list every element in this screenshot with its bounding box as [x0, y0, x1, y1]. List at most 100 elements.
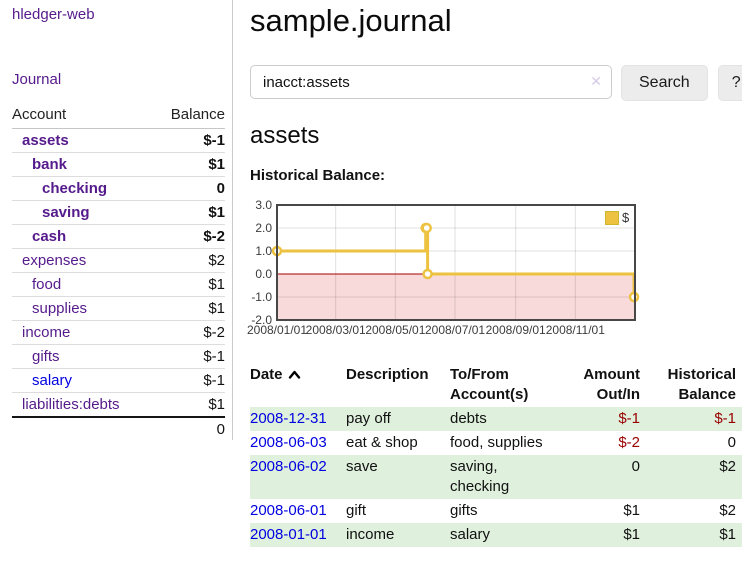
svg-text:3.0: 3.0: [255, 198, 272, 212]
register-header-date[interactable]: Date: [250, 363, 346, 407]
account-link[interactable]: income: [22, 324, 71, 341]
account-row: cash $-2: [12, 224, 225, 249]
account-name-cell: gifts: [12, 344, 154, 369]
account-balance: $-2: [153, 224, 225, 249]
account-row: food $1: [12, 272, 225, 297]
account-link[interactable]: gifts: [32, 348, 60, 365]
account-row: liabilities:debts $1: [12, 392, 225, 417]
transaction-description: gift: [346, 502, 367, 519]
account-balance: $1: [153, 392, 225, 417]
account-link[interactable]: salary: [32, 372, 73, 389]
account-name-cell: expenses: [12, 248, 154, 273]
chart-legend: $: [603, 209, 632, 226]
sidebar-divider: [232, 0, 233, 440]
register-row: 2008-06-02 save saving, checking 0 $2: [250, 455, 742, 499]
account-row: checking 0: [12, 176, 225, 201]
account-row: income $-2: [12, 320, 225, 345]
transaction-amount: $1: [623, 502, 640, 519]
svg-text:2008/11/01: 2008/11/01: [546, 323, 605, 337]
account-name-cell: liabilities:debts: [12, 392, 154, 417]
register-body: 2008-12-31 pay off debts $-1 $-1 2008-06…: [250, 407, 742, 547]
account-balance: $1: [153, 200, 225, 225]
transaction-date-link[interactable]: 2008-06-01: [250, 502, 327, 519]
main-content: sample.journal ✕ Search ? assets Histori…: [247, 0, 742, 547]
transaction-date-link[interactable]: 2008-06-03: [250, 434, 327, 451]
svg-text:-1.0: -1.0: [251, 290, 272, 304]
register-header-date-label: Date: [250, 366, 283, 383]
account-name-cell: saving: [12, 200, 154, 225]
svg-text:1.0: 1.0: [255, 244, 272, 258]
account-row: gifts $-1: [12, 344, 225, 369]
transaction-date-link[interactable]: 2008-12-31: [250, 410, 327, 427]
register-date-cell: 2008-06-02: [250, 455, 346, 499]
transaction-description: pay off: [346, 410, 391, 427]
account-link[interactable]: saving: [42, 204, 90, 221]
account-balance: $1: [153, 296, 225, 321]
account-balance: $1: [153, 272, 225, 297]
account-link[interactable]: cash: [32, 228, 67, 245]
account-balance: 0: [153, 176, 225, 201]
svg-text:2008/09/01: 2008/09/01: [486, 323, 546, 337]
register-header-description: Description: [346, 366, 429, 383]
account-link[interactable]: assets: [22, 132, 69, 149]
account-name-cell: cash: [12, 224, 154, 249]
sidebar: hledger-web Journal Account Balance asse…: [12, 0, 225, 441]
search-row: ✕ Search ?: [250, 65, 742, 101]
search-input[interactable]: [250, 65, 612, 99]
account-balance: $2: [153, 248, 225, 273]
account-link[interactable]: expenses: [22, 252, 87, 269]
account-link[interactable]: liabilities:debts: [22, 396, 120, 413]
register-row: 2008-12-31 pay off debts $-1 $-1: [250, 407, 742, 431]
legend-swatch-icon: [605, 210, 619, 225]
account-balance: $1: [153, 152, 225, 177]
account-row: salary $-1: [12, 368, 225, 393]
transaction-amount: $-1: [618, 410, 640, 427]
transaction-amount: $-2: [618, 434, 640, 451]
search-button[interactable]: Search: [621, 65, 708, 101]
svg-text:-2.0: -2.0: [251, 313, 272, 327]
register-header-account: To/From Account(s): [450, 366, 529, 403]
chart-heading: Historical Balance:: [250, 167, 386, 184]
sidebar-item-journal[interactable]: Journal: [12, 71, 62, 88]
account-link[interactable]: supplies: [32, 300, 88, 317]
register-header-amount: Amount Out/In: [583, 366, 640, 403]
transaction-date-link[interactable]: 2008-06-02: [250, 458, 327, 475]
account-name-cell: income: [12, 320, 154, 345]
clear-search-icon[interactable]: ✕: [590, 73, 602, 89]
accounts-table: Account Balance assets $-1 bank $1 check…: [12, 104, 225, 441]
transaction-amount: $1: [623, 526, 640, 543]
transaction-date-link[interactable]: 2008-01-01: [250, 526, 327, 543]
account-name-cell: supplies: [12, 296, 154, 321]
account-name-cell: salary: [12, 368, 154, 393]
register-date-cell: 2008-12-31: [250, 407, 346, 431]
register-row: 2008-06-01 gift gifts $1 $2: [250, 499, 742, 523]
account-balance: $-1: [153, 344, 225, 369]
transaction-description: income: [346, 526, 395, 543]
register-row: 2008-01-01 income salary $1 $1: [250, 523, 742, 547]
account-name-cell: bank: [12, 152, 154, 177]
register-date-cell: 2008-06-03: [250, 431, 346, 455]
account-link[interactable]: food: [32, 276, 62, 293]
transaction-accounts: debts: [450, 410, 487, 427]
transaction-accounts: gifts: [450, 502, 478, 519]
account-link[interactable]: checking: [42, 180, 108, 197]
account-link[interactable]: bank: [32, 156, 68, 173]
historical-balance-chart: 3.0 2.0 1.0 0.0 -1.0 -2.0 2008/01/01 2008/03/01…: [247, 197, 742, 347]
svg-text:2008/05/01: 2008/05/01: [365, 323, 425, 337]
account-balance: $-1: [153, 128, 225, 153]
search-help-button[interactable]: ?: [717, 65, 742, 101]
transaction-balance: $-1: [714, 410, 736, 427]
svg-text:2008/01/01: 2008/01/01: [247, 323, 307, 337]
app-brand-link[interactable]: hledger-web: [12, 6, 95, 23]
account-heading: assets: [250, 122, 320, 149]
account-row: assets $-1: [12, 128, 225, 153]
transaction-balance: $2: [719, 502, 736, 519]
page-title: sample.journal: [250, 3, 452, 38]
transaction-description: eat & shop: [346, 434, 418, 451]
transaction-accounts: food, supplies: [450, 434, 543, 451]
transaction-amount: 0: [631, 458, 640, 475]
account-balance: $-2: [153, 320, 225, 345]
account-row: bank $1: [12, 152, 225, 177]
transaction-description: save: [346, 458, 378, 475]
svg-text:2.0: 2.0: [255, 221, 272, 235]
